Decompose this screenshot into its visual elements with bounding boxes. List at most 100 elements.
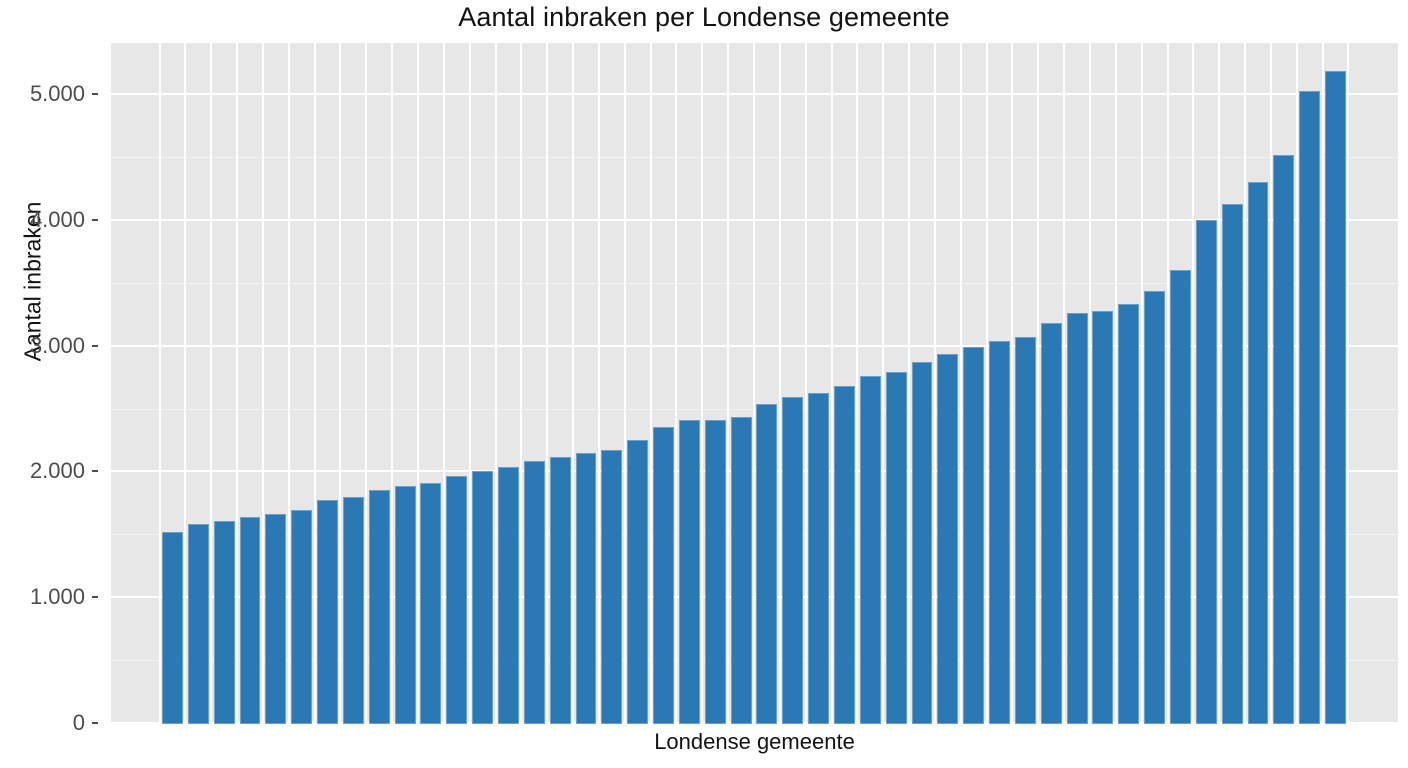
bar[interactable] — [1066, 312, 1088, 724]
bar[interactable] — [420, 483, 442, 724]
gridline-major-x — [365, 43, 368, 724]
bar[interactable] — [446, 475, 468, 724]
gridline-major-x — [1037, 43, 1040, 724]
bar[interactable] — [1221, 203, 1243, 724]
bar[interactable] — [523, 461, 545, 724]
bar[interactable] — [549, 457, 571, 724]
gridline-major-x — [210, 43, 213, 724]
x-axis-title: Londense gemeente — [654, 729, 855, 754]
bar[interactable] — [187, 523, 209, 724]
gridline-major-x — [158, 43, 161, 724]
gridline-major-x — [520, 43, 523, 724]
bar[interactable] — [1273, 154, 1295, 724]
bar[interactable] — [756, 404, 778, 724]
y-tick-mark — [92, 344, 98, 347]
bar[interactable] — [394, 485, 416, 724]
bar[interactable] — [1092, 311, 1114, 724]
bar[interactable] — [808, 392, 830, 724]
gridline-major-x — [1114, 43, 1117, 724]
bar[interactable] — [1144, 291, 1166, 724]
y-tick-label: 4.000 — [29, 206, 85, 232]
gridline-major-x — [753, 43, 755, 724]
gridline-major-x — [391, 43, 394, 724]
bar[interactable] — [575, 452, 597, 724]
bar[interactable] — [162, 532, 183, 724]
bar[interactable] — [833, 386, 855, 724]
bar[interactable] — [1195, 220, 1217, 724]
gridline-major-x — [597, 43, 600, 724]
gridline-major-x — [804, 43, 807, 724]
gridline-major-x — [1088, 43, 1091, 724]
gridline-major-x — [727, 43, 730, 724]
gridline-major-x — [933, 43, 936, 724]
plot-area — [111, 43, 1398, 724]
gridline-major-x — [1166, 43, 1169, 724]
gridline-major-x — [261, 43, 264, 724]
gridline-major-x — [830, 43, 833, 724]
bar[interactable] — [317, 500, 338, 724]
bar[interactable] — [342, 496, 364, 724]
bar[interactable] — [265, 513, 287, 724]
gridline-major-x — [494, 43, 497, 724]
bar[interactable] — [1040, 322, 1062, 724]
gridline-major-x — [649, 43, 652, 724]
y-tick-label: 0 — [72, 710, 85, 735]
bar[interactable] — [678, 419, 700, 724]
bar[interactable] — [472, 471, 494, 724]
bar[interactable] — [704, 419, 726, 724]
bar[interactable] — [291, 510, 313, 724]
y-tick-mark — [92, 218, 98, 221]
bar[interactable] — [885, 371, 907, 724]
bar[interactable] — [213, 521, 235, 724]
gridline-major-x — [985, 43, 988, 724]
bar[interactable] — [1247, 181, 1269, 724]
bar[interactable] — [601, 450, 623, 724]
bar[interactable] — [989, 340, 1010, 724]
gridline-major-x — [959, 43, 962, 724]
gridline-major-x — [1269, 43, 1272, 724]
gridline-major-x — [701, 43, 704, 724]
gridline-major-x — [572, 43, 575, 724]
bar[interactable] — [1299, 91, 1321, 724]
page-title: Aantal inbraken per Londense gemeente — [458, 2, 950, 32]
bar[interactable] — [859, 375, 881, 724]
gridline-major-x — [623, 43, 626, 724]
gridline-major-x — [1244, 43, 1247, 724]
gridline-major-x — [417, 43, 419, 724]
gridline-major-x — [1192, 43, 1195, 724]
y-axis-ticks: 0 1.000 2.000 3.000 4.000 5.000 — [0, 43, 98, 735]
bar[interactable] — [368, 490, 390, 724]
gridline-major-x — [856, 43, 859, 724]
bar[interactable] — [963, 346, 985, 724]
bar[interactable] — [937, 354, 959, 724]
gridline-major-x — [1063, 43, 1066, 724]
y-tick-label: 5.000 — [29, 81, 85, 106]
bar[interactable] — [239, 517, 261, 724]
bar[interactable] — [1325, 71, 1346, 724]
bar[interactable] — [730, 417, 752, 724]
bar[interactable] — [1014, 336, 1036, 724]
y-tick-mark — [92, 596, 98, 599]
gridline-major-x — [546, 43, 549, 724]
bar[interactable] — [497, 466, 519, 724]
gridline-major-x — [675, 43, 678, 724]
y-tick-label: 1.000 — [29, 584, 85, 610]
bar[interactable] — [1169, 269, 1191, 724]
gridline-major-x — [468, 43, 471, 724]
gridline-major-x — [1295, 43, 1298, 724]
y-tick-label: 3.000 — [29, 332, 85, 358]
gridline-major-x — [1347, 43, 1350, 724]
y-tick-mark — [92, 93, 98, 95]
gridline-major-x — [1321, 43, 1324, 724]
gridline-major-x — [1218, 43, 1221, 724]
bar[interactable] — [782, 396, 804, 724]
bar[interactable] — [627, 440, 649, 724]
bar[interactable] — [1118, 303, 1140, 724]
bar[interactable] — [653, 427, 674, 724]
bar[interactable] — [911, 361, 933, 724]
gridline-major-x — [442, 43, 445, 724]
gridline-major-x — [1011, 43, 1014, 724]
y-tick-mark — [92, 722, 98, 724]
gridline-major-x — [908, 43, 911, 724]
